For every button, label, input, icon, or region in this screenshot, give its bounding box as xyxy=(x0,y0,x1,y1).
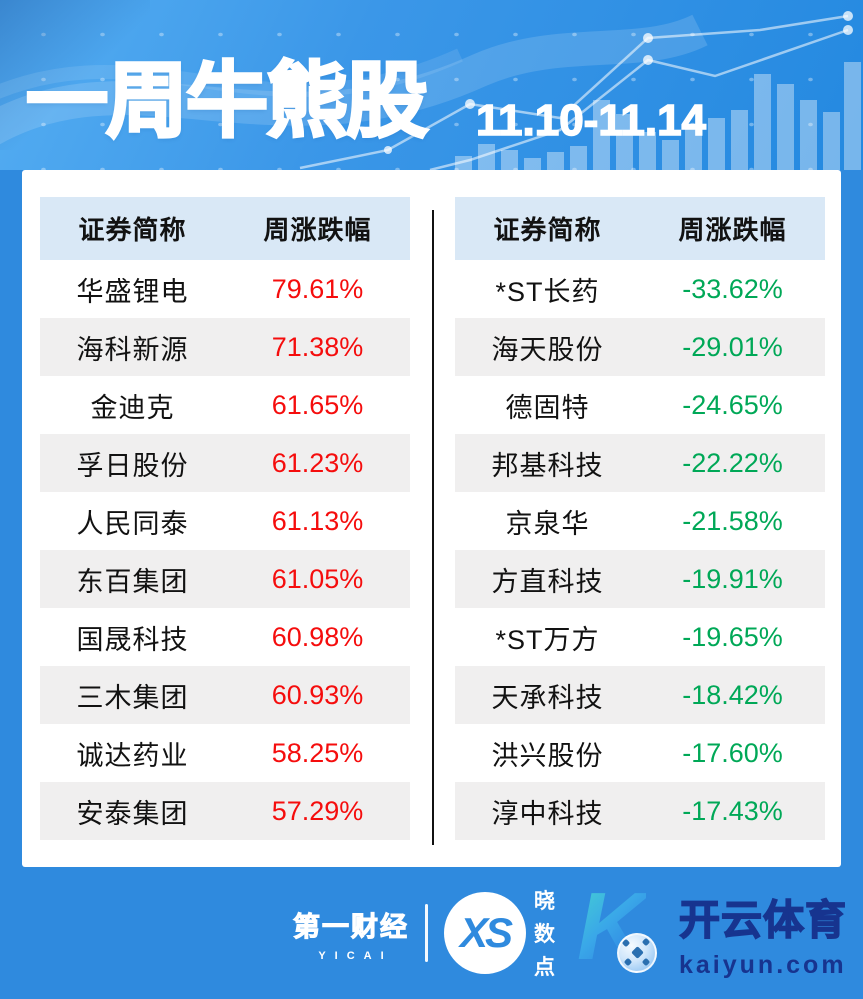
column-header-name: 证券简称 xyxy=(78,215,187,245)
table-row: 天承科技 -18.42% xyxy=(455,666,825,724)
stock-change: -17.60% xyxy=(682,737,783,768)
stock-change: -24.65% xyxy=(682,389,783,420)
footer-bar: 第一财经 YICAI XS 晓 数 点 K 开云体育 kaiyun.com xyxy=(0,867,863,999)
stock-name: *ST长药 xyxy=(495,276,600,307)
table-row: 邦基科技 -22.22% xyxy=(455,434,825,492)
stock-name: 海天股份 xyxy=(491,334,604,365)
stock-change: 61.65% xyxy=(271,389,364,420)
stock-change: -19.65% xyxy=(682,621,783,652)
table-row: 方直科技 -19.91% xyxy=(455,550,825,608)
xiaoshudian-mark-text: XS xyxy=(459,909,513,956)
table-row: 海科新源 71.38% xyxy=(40,318,410,376)
logo-separator xyxy=(425,904,428,962)
stock-change: -17.43% xyxy=(682,795,783,826)
losers-table: 证券简称 周涨跌幅 *ST长药 -33.62% 海天股份 -29.01% 德固特 -2… xyxy=(455,197,825,840)
table-row: *ST万方 -19.65% xyxy=(455,608,825,666)
losers-table-header: 证券简称 周涨跌幅 xyxy=(455,197,825,260)
table-row: 安泰集团 57.29% xyxy=(40,782,410,840)
stock-name: 国晟科技 xyxy=(76,624,189,655)
stock-name: 诚达药业 xyxy=(76,740,189,771)
table-row: 德固特 -24.65% xyxy=(455,376,825,434)
column-header-name: 证券简称 xyxy=(493,215,602,245)
stock-change: -21.58% xyxy=(682,505,783,536)
stock-name: 洪兴股份 xyxy=(491,740,604,771)
stock-name: 天承科技 xyxy=(491,682,604,713)
stock-name: 德固特 xyxy=(505,392,590,423)
stock-name: 人民同泰 xyxy=(76,508,189,539)
table-row: 淳中科技 -17.43% xyxy=(455,782,825,840)
table-row: 洪兴股份 -17.60% xyxy=(455,724,825,782)
table-row: 京泉华 -21.58% xyxy=(455,492,825,550)
stock-change: 60.98% xyxy=(271,621,364,652)
stock-change: -19.91% xyxy=(682,563,783,594)
xiaoshudian-char: 晓 xyxy=(534,890,555,913)
kaiyun-mark-icon: K xyxy=(577,875,665,983)
page-title: 一周牛熊股 xyxy=(24,55,429,149)
gainers-table-header: 证券简称 周涨跌幅 xyxy=(40,197,410,260)
xiaoshudian-char: 数 xyxy=(534,923,555,946)
kaiyun-domain-text: kaiyun.com xyxy=(679,951,847,979)
stock-name: *ST万方 xyxy=(495,624,600,655)
stock-name: 金迪克 xyxy=(90,392,175,423)
stock-change: 61.13% xyxy=(271,505,364,536)
stock-name: 海科新源 xyxy=(76,334,189,365)
kaiyun-brand-text: 开云体育 xyxy=(678,896,847,944)
stock-name: 东百集团 xyxy=(76,566,189,597)
corner-shade-decoration xyxy=(0,0,150,150)
stock-change: 57.29% xyxy=(271,795,364,826)
dot-grid-decoration xyxy=(0,0,863,170)
date-range: 11.10-11.14 xyxy=(475,95,707,146)
xiaoshudian-char: 点 xyxy=(534,956,555,979)
table-row: 东百集团 61.05% xyxy=(40,550,410,608)
table-divider xyxy=(432,210,434,845)
table-row: 孚日股份 61.23% xyxy=(40,434,410,492)
xiaoshudian-mark-icon: XS xyxy=(444,892,526,974)
stock-change: -33.62% xyxy=(682,273,783,304)
stock-name: 京泉华 xyxy=(505,508,590,539)
stock-change: 79.61% xyxy=(271,273,364,304)
header-chart-decoration xyxy=(0,11,861,170)
table-row: 金迪克 61.65% xyxy=(40,376,410,434)
xiaoshudian-logo: XS 晓 数 点 xyxy=(444,885,555,981)
kaiyun-wordmark: 开云体育 kaiyun.com xyxy=(678,886,847,980)
yicai-logo: 第一财经 YICAI xyxy=(293,905,409,962)
stock-name: 邦基科技 xyxy=(491,450,604,481)
stock-name: 三木集团 xyxy=(76,682,189,713)
soccer-ball-icon xyxy=(617,933,657,973)
stock-name: 方直科技 xyxy=(491,566,604,597)
table-row: *ST长药 -33.62% xyxy=(455,260,825,318)
table-row: 三木集团 60.93% xyxy=(40,666,410,724)
stock-change: 60.93% xyxy=(271,679,364,710)
table-row: 诚达药业 58.25% xyxy=(40,724,410,782)
column-header-change: 周涨跌幅 xyxy=(678,215,787,245)
yicai-logo-text: 第一财经 xyxy=(293,911,409,942)
gainers-table: 证券简称 周涨跌幅 华盛锂电 79.61% 海科新源 71.38% 金迪克 61.65… xyxy=(40,197,410,840)
stock-change: 61.23% xyxy=(271,447,364,478)
content-card: 证券简称 周涨跌幅 华盛锂电 79.61% 海科新源 71.38% 金迪克 61.65… xyxy=(22,170,841,867)
table-row: 海天股份 -29.01% xyxy=(455,318,825,376)
stock-name: 华盛锂电 xyxy=(76,276,189,307)
stock-change: 58.25% xyxy=(271,737,364,768)
table-row: 国晟科技 60.98% xyxy=(40,608,410,666)
xiaoshudian-name: 晓 数 点 xyxy=(534,885,555,981)
column-header-change: 周涨跌幅 xyxy=(263,215,372,245)
stock-change: -18.42% xyxy=(682,679,783,710)
table-row: 人民同泰 61.13% xyxy=(40,492,410,550)
yicai-logo-subtext: YICAI xyxy=(318,949,393,962)
table-row: 华盛锂电 79.61% xyxy=(40,260,410,318)
stock-name: 安泰集团 xyxy=(76,798,189,829)
stock-name: 孚日股份 xyxy=(76,450,189,481)
stock-name: 淳中科技 xyxy=(491,798,604,829)
header-banner: 一周牛熊股 11.10-11.14 xyxy=(0,0,863,170)
stock-change: -29.01% xyxy=(682,331,783,362)
stock-change: 61.05% xyxy=(271,563,364,594)
stock-change: -22.22% xyxy=(682,447,783,478)
stock-change: 71.38% xyxy=(271,331,364,362)
kaiyun-logo: K 开云体育 kaiyun.com xyxy=(577,875,847,983)
